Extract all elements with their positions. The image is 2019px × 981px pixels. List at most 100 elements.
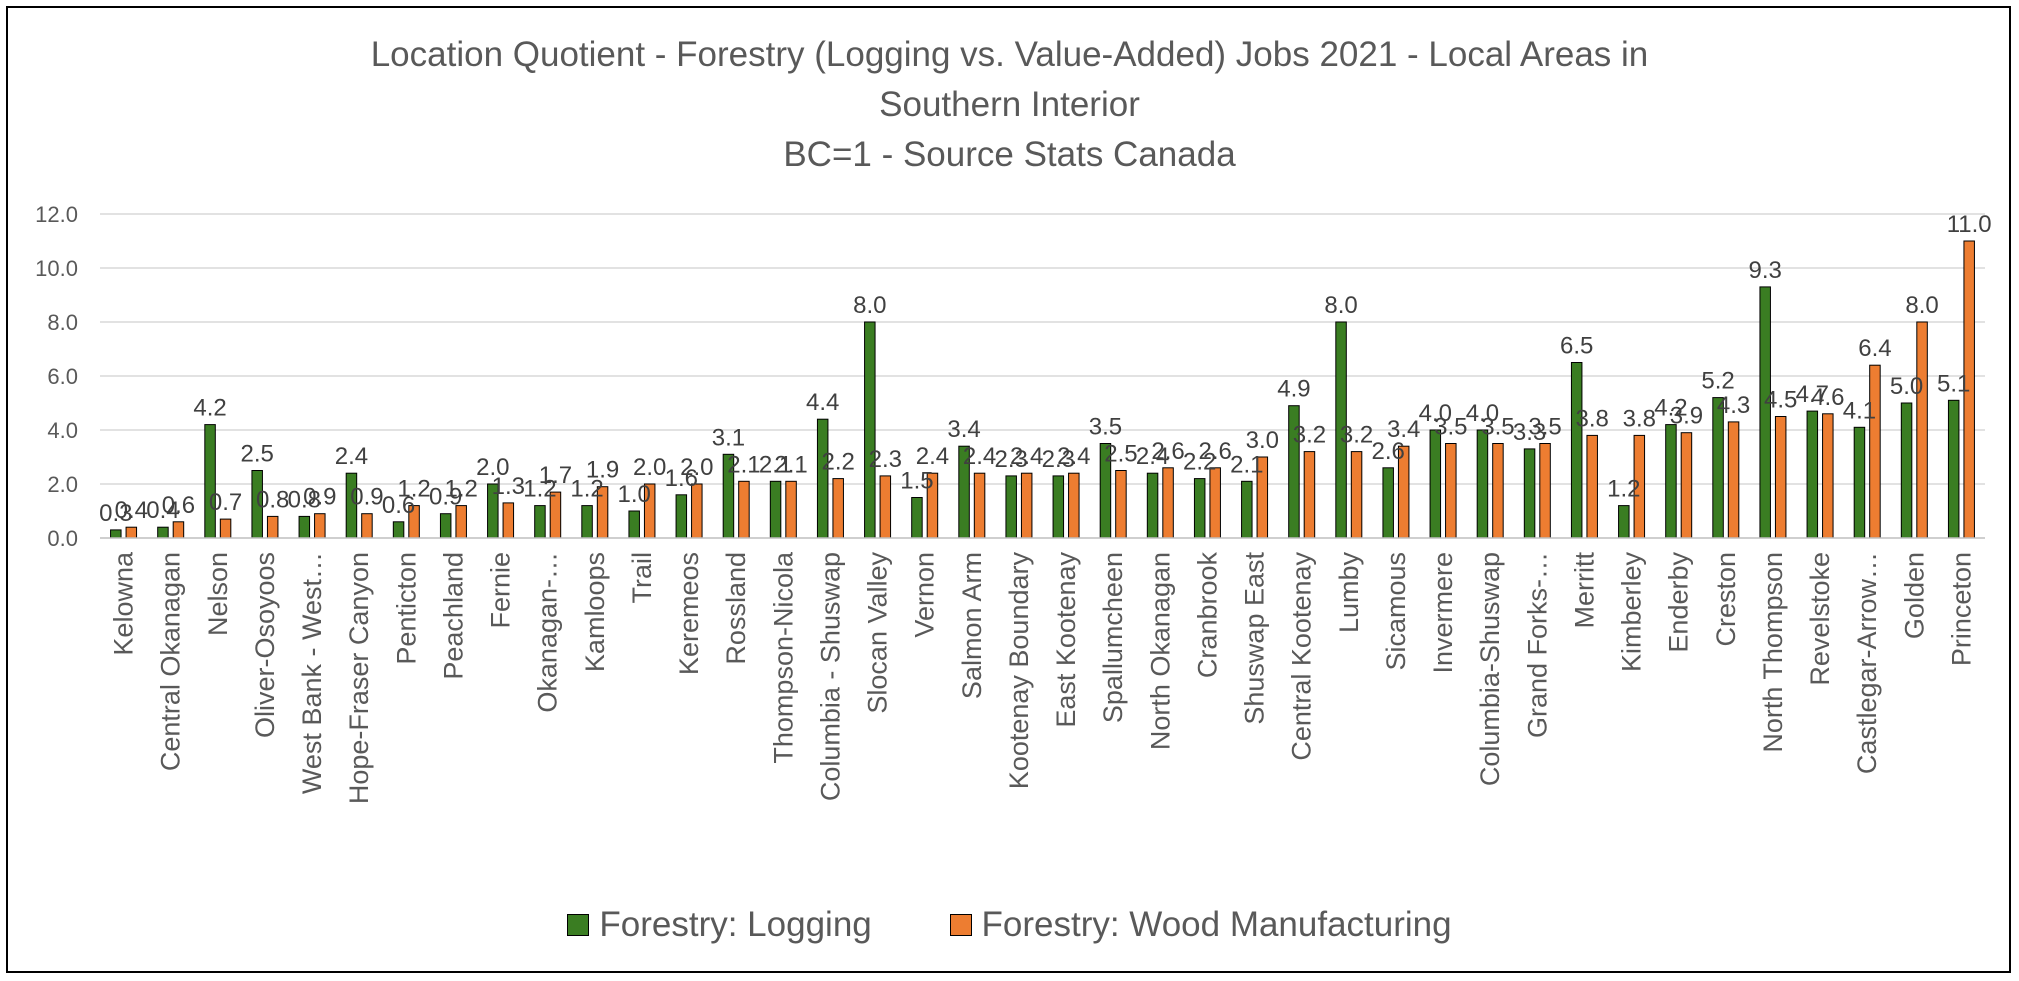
data-label: 9.3 [1749, 257, 1782, 284]
bar-logging [1193, 478, 1206, 539]
data-label: 8.0 [1324, 292, 1357, 319]
x-tick-label: Okanagan-… [533, 552, 563, 713]
x-tick-label: Cranbrook [1192, 552, 1222, 679]
y-tick-label: 0.0 [47, 526, 78, 551]
data-label: 0.4 [115, 497, 148, 524]
bar-wood-manufacturing [1445, 443, 1457, 539]
data-label: 2.6 [1151, 438, 1184, 465]
data-label: 1.6 [665, 465, 698, 492]
data-label: 2.4 [335, 443, 368, 470]
bar-wood-manufacturing [1020, 472, 1033, 539]
data-label: 4.3 [1717, 392, 1750, 419]
bar-logging [1476, 429, 1489, 539]
data-label: 2.4 [1057, 443, 1090, 470]
data-label: 2.5 [241, 441, 274, 468]
data-label: 3.8 [1576, 405, 1609, 432]
bar-wood-manufacturing [1586, 434, 1598, 539]
data-label: 3.4 [947, 416, 980, 443]
x-tick-label: Slocan Valley [863, 552, 893, 714]
x-tick-label: Keremeos [674, 552, 704, 675]
bar-logging [1806, 410, 1819, 539]
bar-wood-manufacturing [1068, 472, 1080, 539]
data-label: 2.3 [869, 446, 902, 473]
data-label: 2.0 [633, 454, 666, 481]
bar-wood-manufacturing [832, 478, 844, 539]
data-label: 0.6 [382, 492, 415, 519]
data-label: 3.3 [1513, 419, 1546, 446]
y-tick-label: 8.0 [47, 310, 78, 335]
x-tick-label: Trail [627, 552, 657, 604]
x-tick-label: Central Okanagan [156, 552, 186, 771]
data-label: 1.2 [523, 476, 556, 503]
data-label: 4.2 [193, 395, 226, 422]
bar-logging [1853, 426, 1866, 539]
data-label: 1.2 [1607, 476, 1640, 503]
bar-wood-manufacturing [738, 480, 750, 539]
bar-wood-manufacturing [1727, 421, 1740, 539]
bar-logging [392, 521, 405, 539]
data-label: 5.0 [1890, 373, 1923, 400]
bar-logging [864, 321, 876, 539]
data-label: 11.0 [1947, 211, 1992, 238]
x-tick-label: Creston [1711, 552, 1741, 647]
bar-wood-manufacturing [219, 518, 232, 539]
y-tick-label: 2.0 [47, 472, 78, 497]
bar-logging [1665, 424, 1677, 539]
data-label: 2.5 [1104, 441, 1137, 468]
x-tick-label: Castlegar-Arrow… [1852, 552, 1882, 774]
bar-logging [157, 526, 169, 539]
data-label: 3.8 [1623, 405, 1656, 432]
chart-title-line-3: BC=1 - Source Stats Canada [783, 135, 1236, 174]
x-tick-label: Enderby [1664, 552, 1694, 653]
bar-logging [110, 529, 122, 539]
bar-wood-manufacturing [973, 472, 986, 539]
data-label: 2.0 [476, 454, 509, 481]
data-label: 4.0 [1419, 400, 1452, 427]
data-label: 6.4 [1858, 335, 1891, 362]
x-tick-label: Vernon [910, 552, 940, 638]
bar-logging [204, 424, 216, 539]
bar-wood-manufacturing [266, 515, 279, 539]
data-label: 2.4 [916, 443, 949, 470]
data-label: 0.7 [209, 489, 242, 516]
legend-label-wood-manufacturing: Forestry: Wood Manufacturing [981, 905, 1452, 944]
x-tick-label: West Bank - West… [297, 552, 327, 794]
bar-wood-manufacturing [361, 513, 373, 539]
bar-wood-manufacturing [1492, 443, 1504, 539]
data-label: 0.9 [429, 484, 462, 511]
bar-logging [1382, 467, 1394, 539]
data-labels: 0.30.40.40.64.20.72.50.80.80.92.40.90.61… [99, 211, 1992, 527]
data-label: 4.9 [1277, 376, 1310, 403]
data-label: 3.5 [1528, 414, 1561, 441]
x-tick-label: North Okanagan [1145, 552, 1175, 750]
x-tick-label: Hope-Fraser Canyon [344, 552, 374, 804]
bar-logging [534, 505, 546, 539]
data-label: 4.0 [1466, 400, 1499, 427]
bar-wood-manufacturing [1115, 470, 1127, 539]
bar-logging [1429, 429, 1442, 539]
legend: Forestry: Logging Forestry: Wood Manufac… [0, 905, 2019, 945]
bar-logging [439, 513, 452, 539]
x-tick-label: Salmon Arm [957, 552, 987, 699]
bar-logging [1900, 402, 1913, 539]
data-label: 2.4 [1010, 443, 1043, 470]
data-label: 1.0 [618, 481, 651, 508]
x-tick-label: Oliver-Osoyoos [250, 552, 280, 738]
data-label: 2.1 [727, 451, 760, 478]
legend-swatch-logging [567, 914, 590, 936]
data-label: 4.5 [1764, 387, 1797, 414]
data-label: 0.6 [162, 492, 195, 519]
data-label: 2.1 [774, 451, 807, 478]
data-label: 4.7 [1796, 381, 1829, 408]
data-label: 1.2 [570, 476, 603, 503]
x-tick-label: Fernie [486, 552, 516, 629]
data-label: 0.9 [350, 484, 383, 511]
bar-wood-manufacturing [314, 513, 326, 539]
bar-logging [816, 418, 829, 539]
data-label: 3.5 [1434, 414, 1467, 441]
bar-wood-manufacturing [1680, 432, 1693, 539]
data-label: 6.5 [1560, 333, 1593, 360]
x-tick-label: Kelowna [109, 551, 139, 656]
data-label: 8.0 [853, 292, 886, 319]
x-tick-label: Revelstoke [1805, 552, 1835, 686]
